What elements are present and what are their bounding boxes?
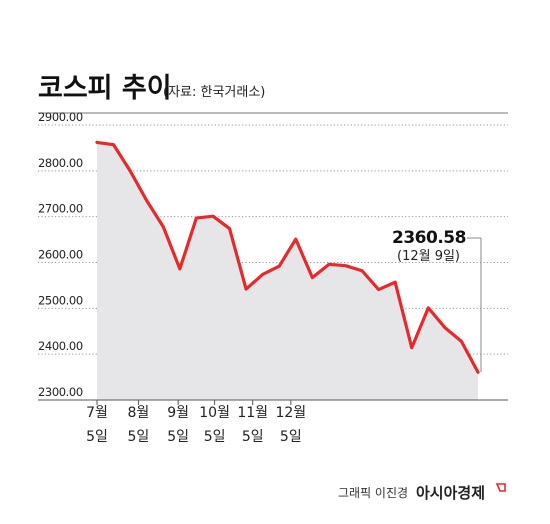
- x-tick-day: 5일: [86, 429, 108, 445]
- x-tick-day: 5일: [242, 429, 264, 445]
- brand-name: 아시아경제: [416, 484, 485, 502]
- area-shape: [97, 142, 478, 400]
- area-fill: [97, 142, 478, 400]
- x-tick-day: 5일: [128, 429, 150, 445]
- y-tick-label: 2400.00: [38, 339, 83, 353]
- x-tick-day: 5일: [204, 429, 226, 445]
- callout-value: 2360.58: [392, 228, 466, 248]
- x-tick-month: 12월: [275, 405, 306, 421]
- x-tick-month: 11월: [237, 405, 268, 421]
- x-tick-month: 8월: [128, 405, 150, 421]
- series-line: [95, 140, 480, 374]
- footer: 그래픽 이진경 아시아경제: [338, 483, 506, 502]
- y-tick-label: 2600.00: [38, 248, 83, 262]
- kospi-line: [95, 140, 480, 374]
- chart-source: (자료: 한국거래소): [163, 85, 265, 100]
- y-axis-ticks: 2900.00 2800.00 2700.00 2600.00 2500.00 2400.…: [38, 110, 83, 399]
- x-tick-month: 10월: [199, 405, 230, 421]
- y-tick-label: 2900.00: [38, 110, 83, 124]
- callout: 2360.58 (12월 9일): [392, 228, 482, 372]
- x-tick-month: 7월: [86, 405, 108, 421]
- y-tick-label: 2500.00: [38, 293, 83, 307]
- y-tick-label: 2700.00: [38, 202, 83, 216]
- brand-mark-icon: [495, 483, 506, 492]
- x-tick-month: 9월: [167, 405, 189, 421]
- chart-title: 코스피 추이: [38, 73, 172, 104]
- x-axis-ticks: 7월 5일 8월 5일 9월 5일 10월 5일 11월 5일 12월 5일: [86, 400, 306, 445]
- x-tick-day: 5일: [167, 429, 189, 445]
- callout-date: (12월 9일): [397, 249, 460, 264]
- y-tick-label: 2800.00: [38, 156, 83, 170]
- graphic-credit: 그래픽 이진경: [338, 486, 408, 500]
- y-tick-label: 2300.00: [38, 385, 83, 399]
- x-tick-day: 5일: [280, 429, 302, 445]
